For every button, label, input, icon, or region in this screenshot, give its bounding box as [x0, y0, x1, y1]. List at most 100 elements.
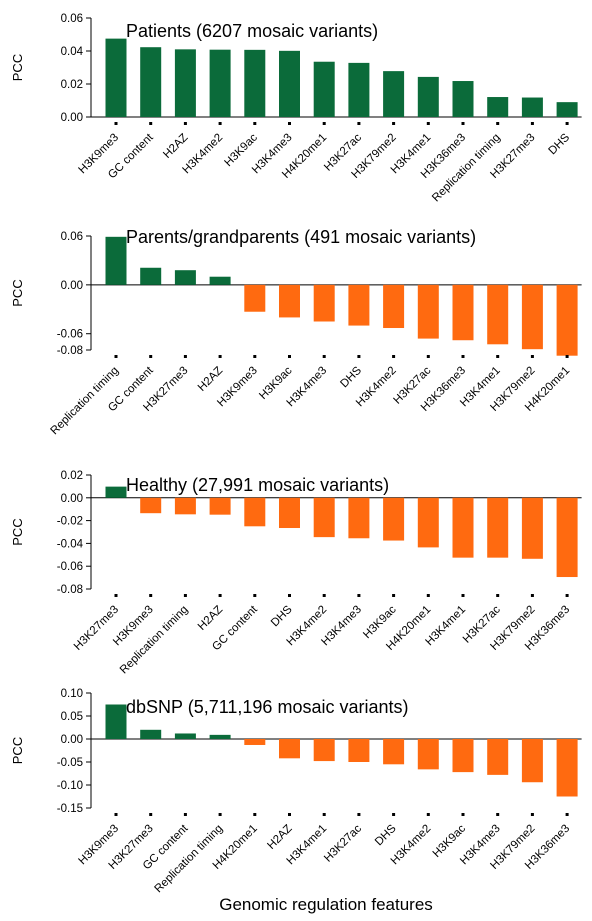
x-tick-mark: [461, 813, 465, 816]
y-tick-label: -0.06: [57, 329, 83, 341]
bar-h3k4me3: [487, 739, 509, 775]
bar-h3k27ac: [348, 62, 370, 117]
bar-h3k79me2: [521, 497, 543, 559]
bar-h4k20me1: [556, 284, 578, 356]
x-tick-mark: [392, 355, 396, 358]
y-tick-label: 0.06: [61, 13, 83, 25]
chart-title: Healthy (27,991 mosaic variants): [126, 475, 389, 495]
bar-dhs: [348, 284, 370, 326]
x-tick-label: H3K27ac: [322, 822, 364, 864]
x-tick-mark: [149, 813, 153, 816]
chart-title: Patients (6207 mosaic variants): [126, 21, 378, 41]
x-tick-mark: [530, 355, 534, 358]
y-tick-label: 0.05: [61, 711, 83, 723]
x-tick-mark: [565, 813, 569, 816]
chart-title: dbSNP (5,711,196 mosaic variants): [126, 697, 408, 717]
x-tick-mark: [426, 813, 430, 816]
y-tick-label: 0.10: [61, 688, 83, 700]
x-tick-mark: [461, 355, 465, 358]
chart-panel-3: Healthy (27,991 mosaic variants) PCC -0.08…: [10, 470, 582, 676]
x-tick-mark: [565, 122, 569, 125]
bar-h3k4me3: [313, 284, 335, 322]
x-tick-mark: [288, 594, 291, 597]
chart-panel-2: Parents/grandparents (491 mosaic variant…: [10, 227, 582, 437]
bar-h3k27me3: [105, 486, 127, 498]
y-tick-label: 0.06: [61, 231, 83, 243]
bar-h3k4me1: [452, 497, 474, 558]
x-tick-mark: [322, 594, 326, 597]
x-tick-label: DHS: [373, 822, 399, 848]
bar-h3k4me1: [417, 76, 439, 117]
x-tick-mark: [253, 355, 257, 358]
x-tick-mark: [114, 813, 118, 816]
bar-h3k4me3: [348, 497, 370, 539]
x-tick-label: DHS: [547, 131, 573, 157]
bar-h3k36me3: [452, 81, 474, 117]
x-tick-mark: [322, 813, 326, 816]
bar-h3k36me3: [556, 739, 578, 797]
bar-h4k20me1: [417, 497, 439, 548]
bar-h2az: [279, 739, 300, 759]
y-tick-label: -0.05: [57, 757, 83, 769]
bar-h3k9me3: [105, 38, 127, 117]
x-tick-mark: [426, 355, 430, 358]
y-tick-label: 0.00: [61, 734, 83, 746]
bar-h3k79me2: [521, 739, 543, 783]
x-tick-mark: [253, 813, 257, 816]
bar-h3k27me3: [140, 729, 162, 739]
bar-dhs: [383, 739, 405, 765]
x-tick-mark: [357, 122, 361, 125]
x-tick-mark: [496, 813, 500, 816]
x-tick-mark: [288, 122, 291, 125]
x-tick-mark: [114, 355, 118, 358]
bar-h4k20me1: [313, 61, 335, 117]
bar-h3k9ac: [452, 739, 474, 773]
y-tick-label: -0.08: [57, 345, 83, 357]
x-tick-label: H2AZ: [265, 823, 294, 852]
x-tick-mark: [322, 122, 326, 125]
y-tick-label: -0.10: [57, 780, 83, 792]
y-tick-label: -0.04: [57, 538, 84, 550]
bar-h3k79me2: [521, 284, 543, 350]
x-tick-mark: [218, 813, 222, 816]
chart-panel-1: Patients (6207 mosaic variants) PCC 0.00 0.…: [10, 13, 582, 204]
x-tick-mark: [530, 813, 534, 816]
x-tick-mark: [565, 594, 569, 597]
bar-gc-content: [140, 47, 162, 117]
x-tick-mark: [183, 355, 187, 358]
bar-h3k9ac: [383, 497, 405, 541]
bar-h3k9ac: [279, 284, 300, 318]
x-tick-mark: [183, 813, 187, 816]
x-tick-mark: [253, 122, 257, 125]
bar-h4k20me1: [244, 739, 266, 745]
x-tick-mark: [392, 122, 396, 125]
bar-h3k4me1: [487, 284, 509, 345]
bar-h3k36me3: [556, 497, 578, 578]
bar-h3k4me2: [383, 284, 405, 329]
chart-panel-4: dbSNP (5,711,196 mosaic variants) PCC -0.1…: [10, 688, 582, 895]
bar-h3k27me3: [174, 270, 196, 285]
bar-h3k36me3: [452, 284, 474, 341]
x-tick-mark: [288, 813, 291, 816]
bar-h3k9ac: [244, 49, 266, 117]
x-tick-mark: [530, 594, 534, 597]
y-tick-label: 0.04: [61, 46, 84, 58]
x-tick-mark: [357, 594, 361, 597]
y-tick-label: -0.02: [57, 516, 83, 528]
bar-h3k4me2: [313, 497, 335, 538]
x-tick-mark: [114, 122, 118, 125]
bar-h2az: [174, 49, 196, 117]
bar-replication-timing: [105, 236, 127, 285]
x-tick-mark: [496, 122, 500, 125]
x-tick-label: H2AZ: [196, 365, 225, 394]
x-tick-mark: [461, 122, 465, 125]
x-tick-mark: [149, 355, 153, 358]
bar-h3k27me3: [521, 97, 543, 117]
x-tick-mark: [149, 594, 153, 597]
x-tick-mark: [288, 355, 291, 358]
x-tick-label: Replication timing: [118, 604, 191, 677]
bar-replication-timing: [174, 497, 196, 515]
bar-h3k4me3: [279, 50, 300, 117]
y-tick-label: -0.08: [57, 584, 83, 596]
